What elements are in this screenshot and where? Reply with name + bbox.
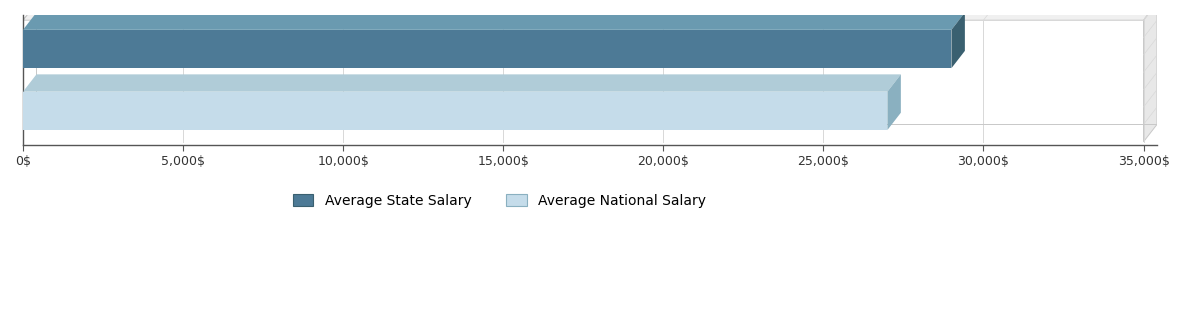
Polygon shape [23,74,901,92]
Bar [23,30,952,68]
Polygon shape [23,3,1157,20]
Polygon shape [1143,3,1157,142]
Legend: Average State Salary, Average National Salary: Average State Salary, Average National S… [287,188,711,213]
Polygon shape [23,13,965,30]
Polygon shape [952,13,965,68]
Polygon shape [888,74,901,130]
Bar [23,92,888,130]
